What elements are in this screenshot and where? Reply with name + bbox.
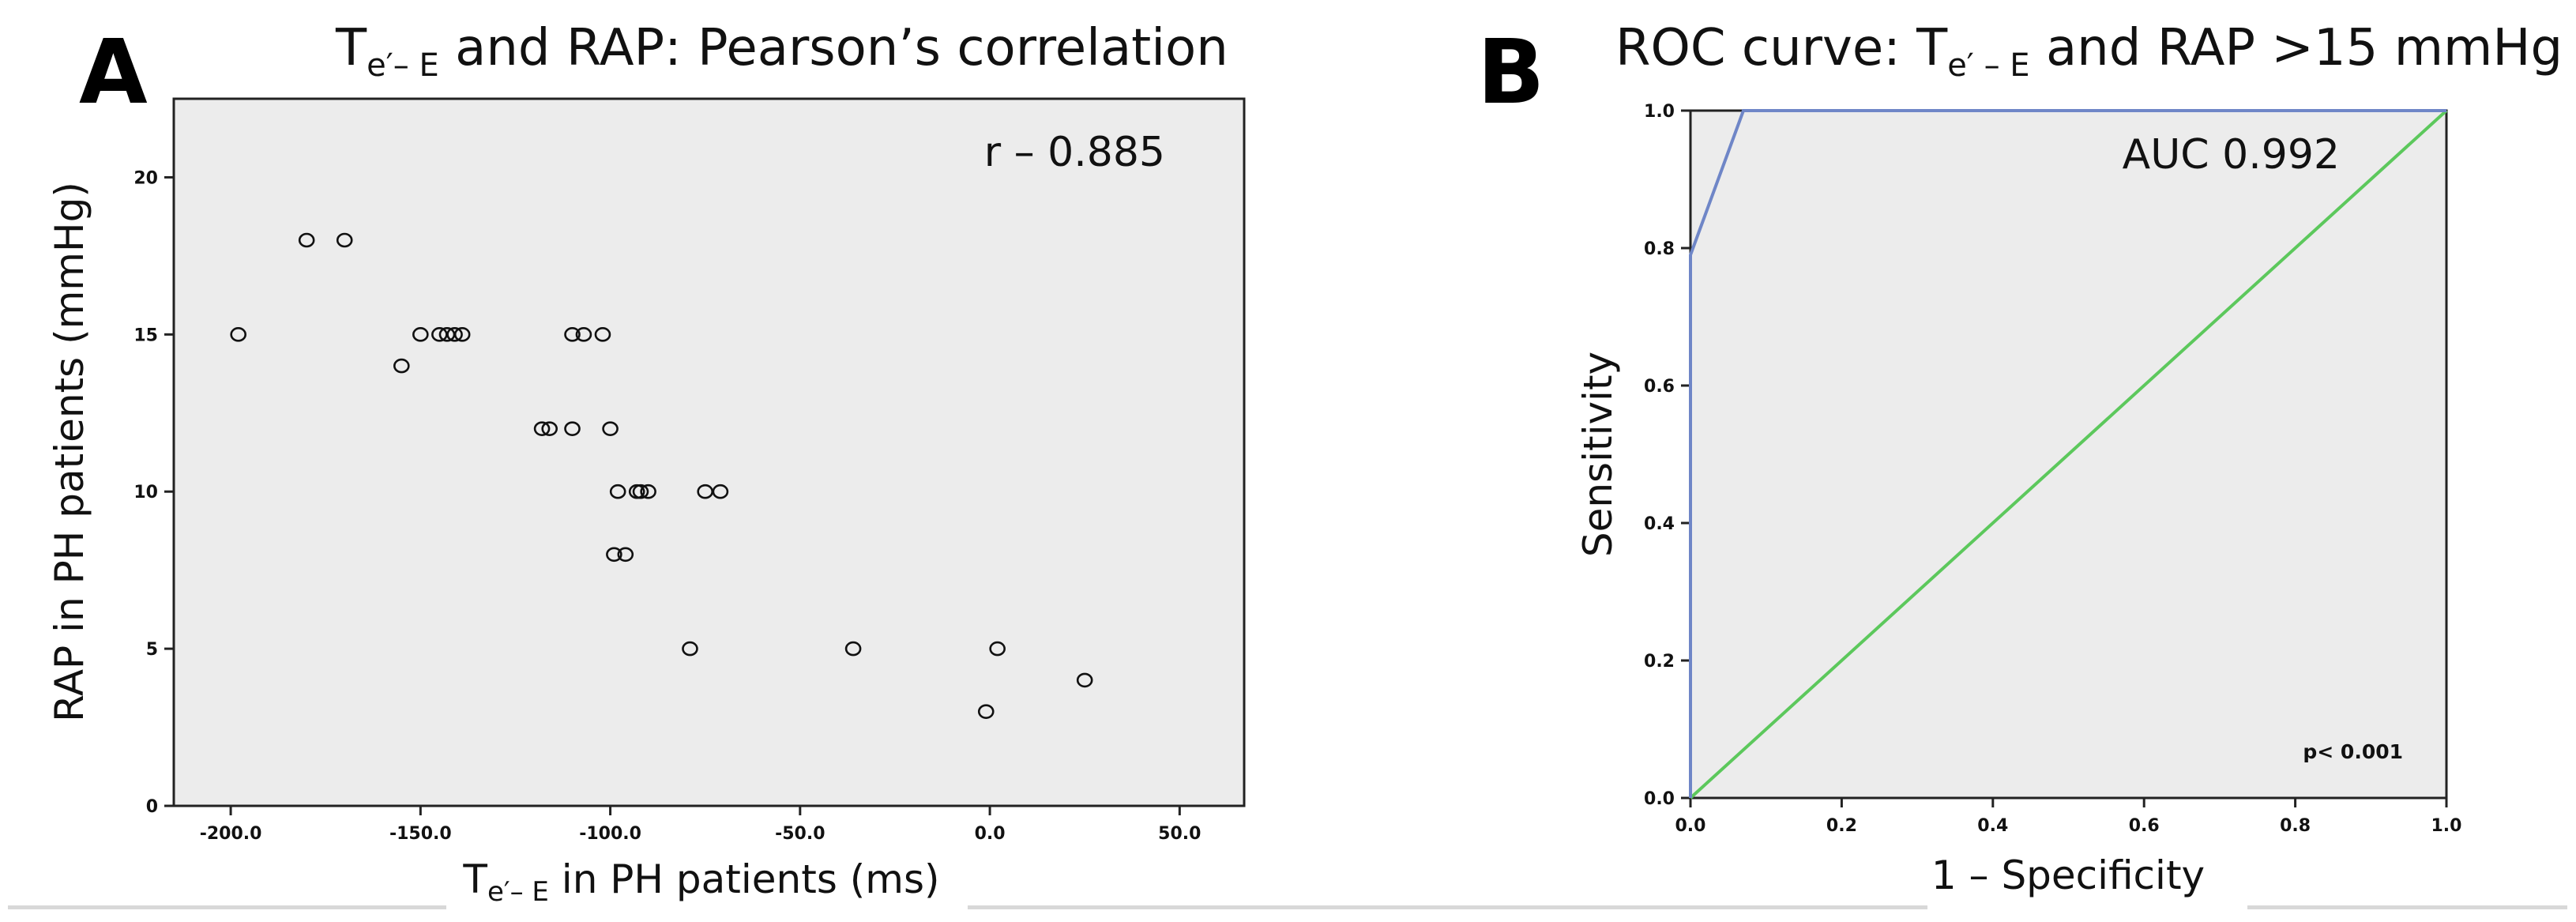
data-point [453,327,471,342]
panel-a-y-axis-title: RAP in PH patients (mmHg) [47,182,92,722]
panel-b-y-tick-label: 1.0 [1644,102,1675,122]
data-point [393,358,410,374]
panel-b-x-axis-title: 1 – Specificity [1931,852,2205,898]
bottom-separators [8,905,2567,909]
panel-b-y-tick-label: 0.2 [1644,652,1675,672]
panel-a-letter: A [79,21,148,124]
data-point [446,327,463,342]
panel-b-y-tick-label: 0.8 [1644,239,1675,259]
panel-a-y-tick-label: 20 [134,168,158,188]
data-point [712,484,729,499]
panel-b-y-tick-label: 0.0 [1644,789,1675,809]
panel-a-plot-area [172,97,1246,807]
data-point [606,547,622,563]
panel-a-y-tick-label: 10 [134,483,158,502]
data-point [609,484,626,499]
data-point [602,421,619,436]
panel-b-letter: B [1477,21,1544,124]
panel-a-x-tick-label: -200.0 [200,824,262,844]
panel-a-x-axis-title: Te′– E in PH patients (ms) [462,856,939,908]
panel-a-y-tick-label: 0 [146,797,158,817]
data-point [575,327,592,342]
panel-a-r-annotation: r – 0.885 [984,129,1165,176]
data-point [594,327,611,342]
panel-a-x-tick-label: -50.0 [775,824,825,844]
roc-curve-line [1689,109,2446,798]
data-point [564,327,581,342]
panel-b-x-tick-label: 1.0 [2431,816,2462,836]
panel-b-y-axis-title: Sensitivity [1575,352,1621,557]
panel-b-y-tick-label: 0.4 [1644,514,1675,534]
data-point [617,547,634,563]
data-point [298,232,315,248]
panel-b-title: ROC curve: Te′ – E and RAP >15 mmHg [1615,19,2563,84]
data-point [640,484,656,499]
panel-b-y-tick-label: 0.6 [1644,377,1675,397]
panel-a-x-tick-label: 0.0 [975,824,1006,844]
panel-b-x-tick-label: 0.4 [1977,816,2008,836]
data-point [336,232,353,248]
data-point [1076,672,1093,688]
panel-b-x-tick-label: 0.2 [1826,816,1857,836]
panel-b-x-tick-label: 0.0 [1675,816,1706,836]
data-point [844,641,862,657]
data-point [977,704,995,719]
panel-b-x-tick-label: 0.8 [2280,816,2311,836]
data-point [230,327,246,342]
data-point [989,641,1006,657]
data-point [533,421,551,436]
panel-a-title: Te′– E and RAP: Pearson’s correlation [335,19,1228,84]
panel-b-p-value: p< 0.001 [2303,740,2403,763]
reference-diagonal-line [1689,109,2448,800]
data-point [632,484,649,499]
data-point [412,327,429,342]
panel-a-x-tick-label: 50.0 [1158,824,1201,844]
panel-b-x-tick-label: 0.6 [2129,816,2160,836]
data-point [564,421,581,436]
panel-a-x-tick-label: -100.0 [579,824,641,844]
panel-a-y-tick-label: 5 [146,640,158,660]
panel-a-x-tick-label: -150.0 [389,824,452,844]
data-point [682,641,698,657]
panel-a-y-tick-label: 15 [134,326,158,345]
panel-b: B ROC curve: Te′ – E and RAP >15 mmHg 0.… [1477,19,2563,898]
data-point [541,421,558,436]
panel-a: A Te′– E and RAP: Pearson’s correlation … [47,19,1246,908]
panel-b-auc-annotation: AUC 0.992 [2123,131,2340,179]
